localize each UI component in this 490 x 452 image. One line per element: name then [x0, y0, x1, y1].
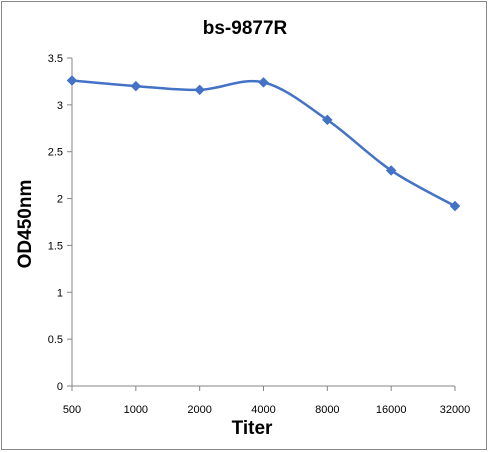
data-point-marker [385, 165, 397, 176]
data-point-marker [321, 114, 333, 126]
y-tick-label: 0 [57, 381, 63, 393]
y-axis-ticks: 0 0.5 1 1.5 2 2.5 3 3.5 [48, 53, 72, 393]
series-line [71, 79, 456, 208]
y-tick-label: 2.5 [48, 147, 63, 159]
x-tick-label: 500 [63, 404, 81, 416]
y-tick-label: 0.5 [48, 334, 63, 346]
series-layer [66, 75, 461, 212]
y-tick-label: 1 [57, 287, 63, 299]
chart-title: bs-9877R [203, 18, 288, 39]
data-point-marker [130, 80, 142, 92]
x-tick-label: 32000 [440, 404, 471, 416]
x-axis-ticks: 500 1000 2000 4000 8000 16000 32000 [63, 386, 470, 416]
x-tick-label: 16000 [376, 404, 407, 416]
x-tick-label: 8000 [315, 404, 339, 416]
data-point-marker [258, 77, 269, 88]
y-tick-label: 3.5 [48, 53, 63, 65]
y-tick-label: 2 [57, 194, 63, 206]
data-point-marker [66, 75, 78, 86]
x-axis-label: Titer [232, 418, 273, 439]
x-tick-label: 4000 [251, 404, 275, 416]
x-tick-label: 1000 [124, 404, 148, 416]
y-axis-label: OD450nm [15, 180, 36, 269]
x-tick-label: 2000 [187, 404, 211, 416]
y-tick-label: 1.5 [48, 240, 63, 252]
data-point-marker [194, 84, 206, 96]
data-point-marker [449, 200, 461, 212]
y-tick-label: 3 [57, 100, 63, 112]
